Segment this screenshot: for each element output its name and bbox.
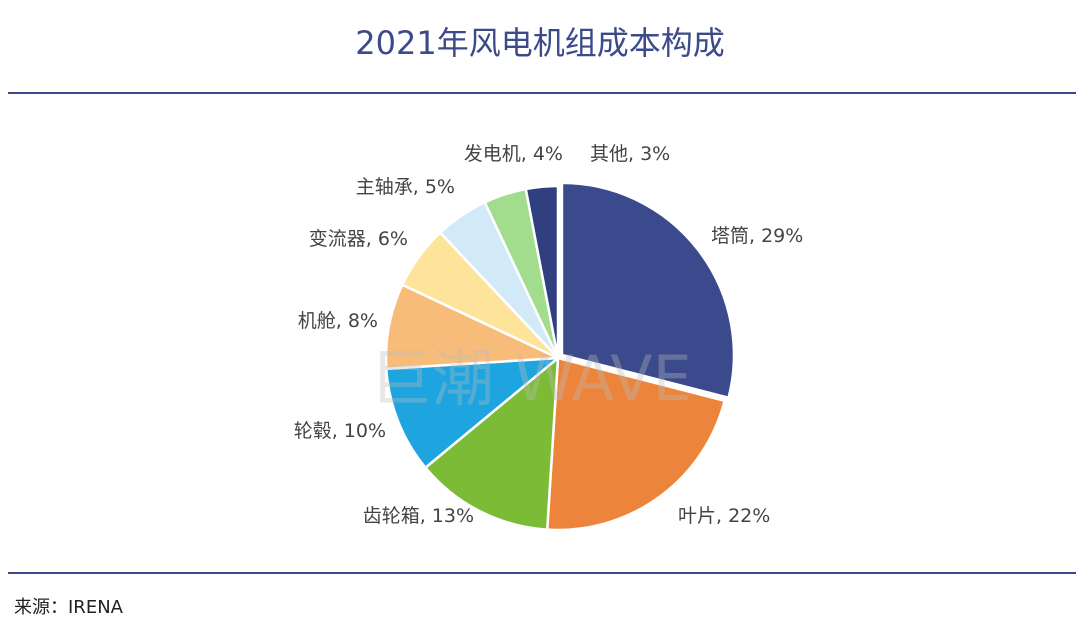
pie-slice-塔筒: [560, 181, 736, 400]
watermark: 巨潮 WAVE: [370, 342, 692, 415]
source-note: 来源：IRENA: [14, 597, 123, 618]
pie-slice-齿轮箱: [423, 355, 560, 531]
slice-label: 轮毂, 10%: [294, 420, 386, 442]
slice-label: 主轴承, 5%: [356, 176, 455, 198]
bottom-divider: [8, 572, 1076, 574]
top-divider: [8, 92, 1076, 94]
chart-title: 2021年风电机组成本构成: [355, 24, 725, 62]
slice-label: 其他, 3%: [590, 143, 670, 165]
slice-label: 叶片, 22%: [678, 505, 770, 527]
slice-label: 发电机, 4%: [464, 143, 563, 165]
slice-label: 塔筒, 29%: [711, 225, 803, 247]
pie-slice-叶片: [545, 356, 727, 532]
slice-label: 齿轮箱, 13%: [363, 505, 474, 527]
pie-slice-轮毂: [385, 356, 562, 470]
slice-label: 变流器, 6%: [309, 228, 408, 250]
pie-slice-其他: [524, 184, 560, 359]
slice-label: 机舱, 8%: [298, 310, 378, 332]
